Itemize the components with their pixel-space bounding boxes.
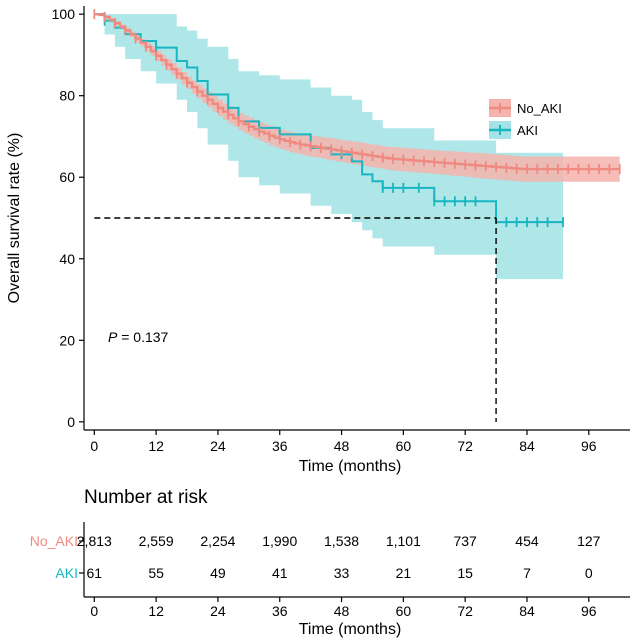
x-axis-ticks: 0 12 24 36 48 60 72 84 96 bbox=[90, 430, 597, 454]
risk-count-no-aki: 1,538 bbox=[324, 533, 359, 549]
x-tick-label: 0 bbox=[90, 438, 98, 454]
risk-x-tick-label: 0 bbox=[90, 603, 98, 619]
x-tick-label: 84 bbox=[519, 438, 535, 454]
y-tick-label: 100 bbox=[52, 6, 76, 22]
risk-row-label-no-aki: No_AKI bbox=[30, 533, 78, 549]
risk-x-tick-label: 96 bbox=[581, 603, 597, 619]
risk-x-tick-label: 48 bbox=[334, 603, 350, 619]
y-axis-ticks: 0 20 40 60 80 100 bbox=[52, 6, 84, 430]
risk-count-no-aki: 2,559 bbox=[139, 533, 174, 549]
risk-count-no-aki: 1,990 bbox=[262, 533, 297, 549]
censor-marks bbox=[93, 9, 621, 228]
risk-x-axis-label: Time (months) bbox=[299, 621, 402, 638]
risk-count-aki: 49 bbox=[210, 565, 226, 581]
y-tick-label: 0 bbox=[67, 414, 75, 430]
risk-x-tick-label: 24 bbox=[210, 603, 226, 619]
risk-row-label-aki: AKI bbox=[55, 565, 78, 581]
x-tick-label: 60 bbox=[396, 438, 412, 454]
risk-count-no-aki: 737 bbox=[453, 533, 477, 549]
risk-count-no-aki: 2,813 bbox=[77, 533, 112, 549]
p-value-annotation: P = 0.137 bbox=[108, 329, 169, 345]
risk-count-aki: 7 bbox=[523, 565, 531, 581]
p-value-text: = 0.137 bbox=[117, 329, 168, 345]
risk-x-tick-label: 12 bbox=[148, 603, 164, 619]
x-tick-label: 36 bbox=[272, 438, 288, 454]
risk-count-aki: 0 bbox=[585, 565, 593, 581]
risk-x-axis-ticks: 0 12 24 36 48 60 72 84 96 bbox=[90, 597, 597, 619]
risk-count-aki: 21 bbox=[396, 565, 412, 581]
y-tick-label: 80 bbox=[59, 88, 75, 104]
legend: No_AKI AKI bbox=[489, 99, 562, 139]
x-axis-label: Time (months) bbox=[299, 458, 402, 475]
x-tick-label: 12 bbox=[148, 438, 164, 454]
legend-label-aki: AKI bbox=[517, 123, 538, 138]
risk-count-no-aki: 127 bbox=[577, 533, 601, 549]
risk-x-tick-label: 36 bbox=[272, 603, 288, 619]
risk-table-title: Number at risk bbox=[84, 487, 208, 508]
risk-x-tick-label: 72 bbox=[457, 603, 473, 619]
y-axis-label: Overall survival rate (%) bbox=[6, 133, 23, 304]
x-tick-label: 72 bbox=[457, 438, 473, 454]
x-tick-label: 24 bbox=[210, 438, 226, 454]
risk-count-no-aki: 454 bbox=[515, 533, 539, 549]
risk-count-aki: 41 bbox=[272, 565, 288, 581]
risk-count-aki: 15 bbox=[457, 565, 473, 581]
risk-count-no-aki: 1,101 bbox=[386, 533, 421, 549]
confidence-band-no-aki bbox=[94, 14, 620, 182]
risk-count-aki: 55 bbox=[148, 565, 164, 581]
p-value-label: P bbox=[108, 329, 118, 345]
legend-label-no-aki: No_AKI bbox=[517, 101, 562, 116]
risk-count-no-aki: 2,254 bbox=[200, 533, 235, 549]
x-tick-label: 48 bbox=[334, 438, 350, 454]
y-tick-label: 20 bbox=[59, 332, 75, 348]
risk-x-tick-label: 84 bbox=[519, 603, 535, 619]
confidence-bands bbox=[94, 14, 620, 280]
risk-x-tick-label: 60 bbox=[396, 603, 412, 619]
x-tick-label: 96 bbox=[581, 438, 597, 454]
y-tick-label: 60 bbox=[59, 169, 75, 185]
risk-count-aki: 33 bbox=[334, 565, 350, 581]
y-tick-label: 40 bbox=[59, 251, 75, 267]
risk-count-aki: 61 bbox=[87, 565, 103, 581]
